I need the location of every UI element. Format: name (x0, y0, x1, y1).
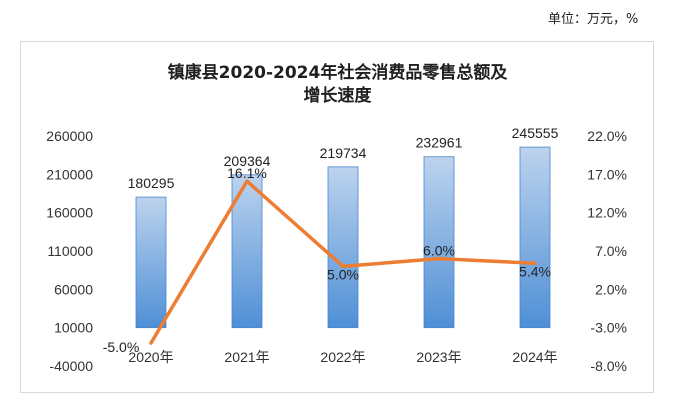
right-axis-tick-label: -8.0% (590, 358, 627, 374)
right-axis-tick-label: 22.0% (587, 128, 627, 144)
left-axis-tick-label: 160000 (46, 205, 93, 221)
unit-note: 单位：万元，% (548, 12, 639, 27)
growth-line-segment (245, 179, 345, 269)
bar-value-label: 245555 (512, 125, 559, 141)
bar-value-label: 219734 (320, 145, 367, 161)
chart-title-line-1: 镇康县2020-2024年社会消费品零售总额及 (167, 63, 508, 83)
left-axis-tick-label: 110000 (47, 243, 93, 259)
x-axis-tick-label: 2022年 (320, 349, 365, 365)
growth-point (245, 179, 249, 183)
x-axis-tick-label: 2023年 (416, 349, 461, 365)
growth-value-label: 5.0% (327, 266, 359, 282)
left-axis-tick-label: 260000 (46, 128, 93, 144)
growth-value-labels: -5.0% 16.1% 5.0% 6.0% 5.4% (103, 165, 551, 355)
x-axis-tick-label: 2024年 (512, 349, 557, 365)
bar (327, 166, 359, 329)
bar-value-label: 232961 (416, 135, 463, 151)
right-axis-tick-label: -3.0% (590, 320, 627, 336)
growth-value-label: 16.1% (227, 165, 267, 181)
growth-point (437, 257, 441, 261)
growth-line-series (149, 179, 537, 345)
right-axis: -8.0% -3.0% 2.0% 7.0% 12.0% 17.0% 22.0% (587, 128, 627, 374)
growth-point (341, 264, 345, 268)
bar-series (135, 146, 551, 329)
right-axis-tick-label: 2.0% (595, 281, 627, 297)
right-axis-tick-label: 12.0% (587, 205, 627, 221)
bar (135, 196, 167, 329)
left-axis-tick-label: 210000 (46, 166, 93, 182)
growth-line-segment (149, 179, 249, 345)
x-axis-labels: 2020年 2021年 2022年 2023年 2024年 (128, 349, 557, 365)
growth-value-label: 5.4% (519, 263, 551, 279)
growth-value-label: -5.0% (103, 339, 140, 355)
x-axis-tick-label: 2020年 (128, 349, 173, 365)
left-axis-tick-label: 60000 (54, 281, 93, 297)
right-axis-tick-label: 7.0% (595, 243, 627, 259)
right-axis-tick-label: 17.0% (587, 166, 627, 182)
bar (423, 156, 455, 329)
growth-line-segment (341, 256, 441, 269)
left-axis-tick-label: -40000 (49, 358, 93, 374)
growth-point (149, 341, 153, 345)
growth-line-segment (437, 256, 537, 266)
bar-value-label: 209364 (224, 153, 271, 169)
bar (519, 146, 551, 329)
chart-title-line-2: 增长速度 (303, 86, 372, 106)
bar-value-labels: 180295 209364 219734 232961 245555 (128, 125, 559, 191)
growth-value-label: 6.0% (423, 243, 455, 259)
growth-point (533, 261, 537, 265)
x-axis-tick-label: 2021年 (224, 349, 269, 365)
bar-value-label: 180295 (128, 175, 175, 191)
left-axis: -40000 10000 60000 110000 160000 210000 260000 (46, 128, 93, 374)
left-axis-tick-label: 10000 (54, 320, 93, 336)
bar (231, 174, 263, 329)
